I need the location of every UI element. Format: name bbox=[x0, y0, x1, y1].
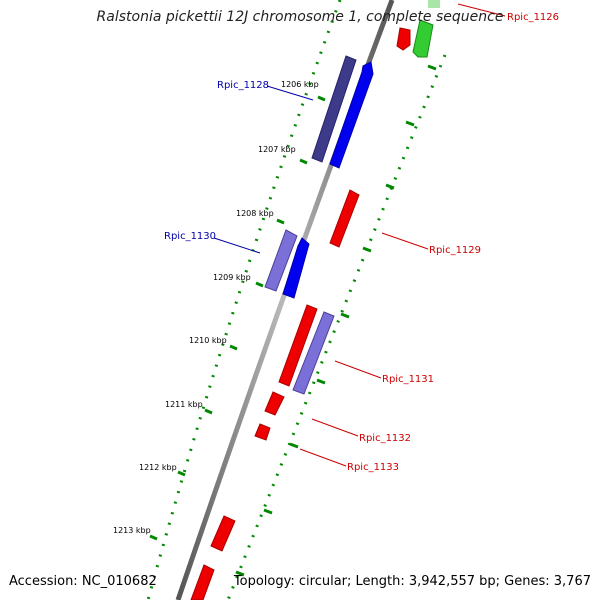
topology-summary: Topology: circular; Length: 3,942,557 bp… bbox=[233, 574, 591, 589]
gene-rpic-1131-red bbox=[278, 304, 318, 387]
gene-rpic-1130-blue bbox=[282, 237, 310, 299]
tick-label: 1212 kbp bbox=[139, 463, 177, 472]
tick-marks bbox=[149, 64, 437, 577]
gene-rpic-1133-red bbox=[254, 423, 271, 441]
gene-rpic-1127-blue bbox=[329, 61, 374, 169]
gene-labels: Rpic_1126 Rpic_1128 Rpic_1129 Rpic_1130 … bbox=[164, 12, 559, 473]
map-title: Ralstonia pickettii 12J chromosome 1, co… bbox=[96, 9, 504, 25]
gene-label-rpic-1129: Rpic_1129 bbox=[429, 245, 481, 256]
gene-label-rpic-1130: Rpic_1130 bbox=[164, 231, 216, 242]
gene-rpic-1126-green bbox=[412, 19, 434, 58]
gene-rpic-1129-red bbox=[329, 189, 360, 248]
gene-rpic-1131-light bbox=[292, 311, 335, 395]
gene-label-rpic-1128: Rpic_1128 bbox=[217, 80, 269, 91]
tick-label: 1213 kbp bbox=[113, 526, 151, 535]
tick-label: 1211 kbp bbox=[165, 400, 203, 409]
gc-track-inner bbox=[226, 54, 447, 601]
tick-labels: 1206 kbp 1207 kbp 1208 kbp 1209 kbp 1210… bbox=[113, 80, 319, 535]
gene-lower-red-1 bbox=[210, 515, 236, 552]
accession-label: Accession: NC_010682 bbox=[9, 574, 157, 589]
gene-rpic-1130-light bbox=[264, 229, 298, 292]
gene-rpic-1128-dark bbox=[311, 55, 357, 163]
gene-features bbox=[190, 0, 440, 601]
tick-label: 1208 kbp bbox=[236, 209, 274, 218]
gene-label-rpic-1131: Rpic_1131 bbox=[382, 374, 434, 385]
gene-lower-red-2 bbox=[190, 564, 215, 601]
gene-label-rpic-1133: Rpic_1133 bbox=[347, 462, 399, 473]
gene-label-rpic-1126: Rpic_1126 bbox=[507, 12, 559, 23]
gene-rpic-1126-red bbox=[396, 27, 411, 51]
gc-track-outer bbox=[146, 0, 342, 601]
tick-label: 1206 kbp bbox=[281, 80, 319, 89]
tick-label: 1207 kbp bbox=[258, 145, 296, 154]
gene-light-green bbox=[428, 0, 440, 8]
gene-rpic-1132-red bbox=[264, 391, 285, 416]
label-leaders bbox=[213, 3, 506, 467]
gene-label-rpic-1132: Rpic_1132 bbox=[359, 433, 411, 444]
tick-label: 1209 kbp bbox=[213, 273, 251, 282]
tick-label: 1210 kbp bbox=[189, 336, 227, 345]
